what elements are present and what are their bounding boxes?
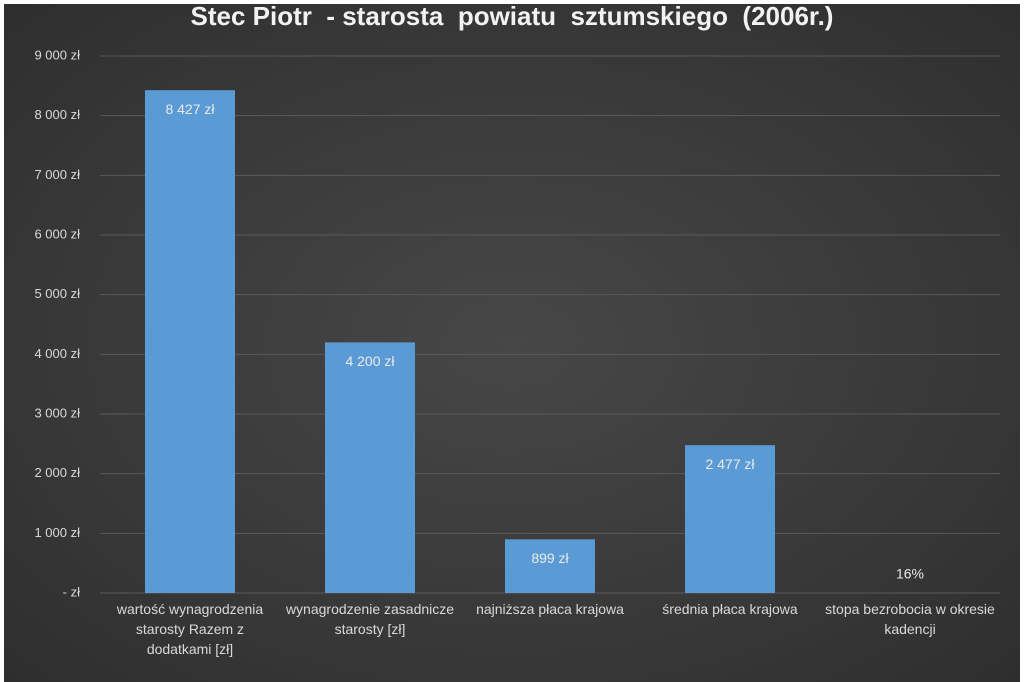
chart-title: Stec Piotr - starosta powiatu sztumskieg… [191, 4, 834, 31]
value-label: 16% [896, 566, 924, 582]
y-tick-label: 7 000 zł [34, 167, 80, 182]
bar [685, 445, 775, 593]
y-tick-label: 5 000 zł [34, 286, 80, 301]
chart: Stec Piotr - starosta powiatu sztumskieg… [34, 4, 1000, 599]
value-label: 8 427 zł [165, 101, 215, 117]
value-label: 4 200 zł [345, 353, 395, 369]
y-tick-label: 3 000 zł [34, 405, 80, 420]
x-tick-label: średnia płaca krajowa [662, 601, 798, 617]
x-tick-label: najniższa płaca krajowa [476, 601, 624, 617]
y-tick-label: - zł [63, 584, 80, 599]
y-tick-label: 2 000 zł [34, 465, 80, 480]
x-tick-label: stopa bezrobocia w okresie kadencji [825, 601, 995, 637]
y-tick-label: 8 000 zł [34, 107, 80, 122]
y-tick-label: 6 000 zł [34, 226, 80, 241]
y-tick-label: 4 000 zł [34, 346, 80, 361]
y-tick-label: 1 000 zł [34, 525, 80, 540]
chart-area: Stec Piotr - starosta powiatu sztumskieg… [4, 4, 1020, 682]
bar [325, 342, 415, 593]
y-tick-label: 9 000 zł [34, 47, 80, 62]
x-tick-label: wartość wynagrodzenia starosty Razem z d… [116, 601, 264, 657]
bar [145, 90, 235, 594]
value-label: 899 zł [531, 550, 569, 566]
x-tick-label: wynagrodzenie zasadnicze starosty [zł] [285, 601, 455, 637]
value-label: 2 477 zł [705, 456, 755, 472]
bar [505, 539, 595, 593]
